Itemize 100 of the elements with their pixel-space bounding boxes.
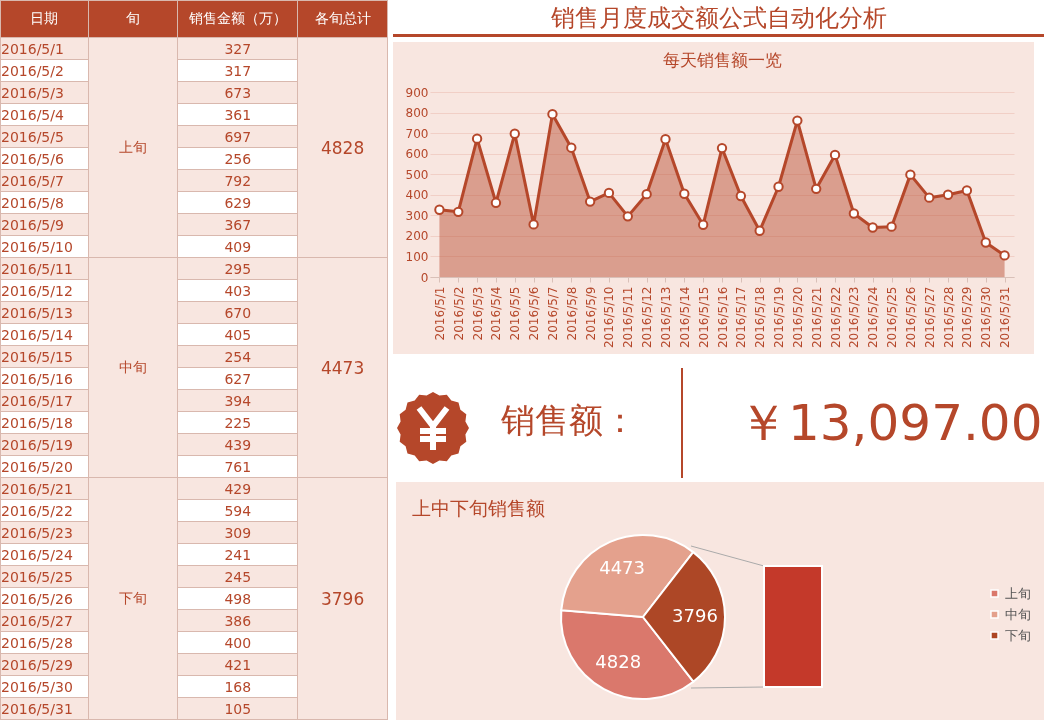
category-label: 2016/5/1 bbox=[0, 37, 89, 60]
x-tick-label: 2016/5/3 bbox=[470, 286, 485, 341]
point bbox=[528, 219, 539, 230]
data-label: 317 bbox=[177, 59, 298, 82]
text: 4473 bbox=[297, 257, 388, 478]
data-label: 4828 bbox=[595, 650, 642, 672]
data-label: 168 bbox=[177, 675, 298, 698]
point bbox=[660, 134, 671, 145]
data-label: 295 bbox=[177, 257, 298, 280]
data-label: 409 bbox=[177, 235, 298, 258]
data-label: 394 bbox=[177, 389, 298, 412]
category-label: 2016/5/6 bbox=[0, 147, 89, 170]
y-tick-label: 800 bbox=[405, 106, 429, 121]
x-tick-label: 2016/5/19 bbox=[772, 286, 787, 349]
y-tick-label: 300 bbox=[405, 208, 429, 223]
data-label: 4473 bbox=[599, 557, 645, 579]
category-label: 2016/5/11 bbox=[0, 257, 89, 280]
text: 各旬总计 bbox=[297, 0, 388, 38]
x-tick-label: 2016/5/2 bbox=[451, 286, 466, 341]
data-label: 439 bbox=[177, 433, 298, 456]
text: 中旬 bbox=[88, 257, 178, 478]
y-tick-label: 400 bbox=[405, 188, 429, 203]
data-label: 792 bbox=[177, 169, 298, 192]
category-label: 2016/5/21 bbox=[0, 477, 89, 500]
x-tick-label: 2016/5/14 bbox=[677, 286, 692, 349]
data-label: 670 bbox=[177, 301, 298, 324]
point bbox=[773, 181, 784, 192]
data-label: 673 bbox=[177, 81, 298, 104]
category-label: 2016/5/18 bbox=[0, 411, 89, 434]
point bbox=[490, 197, 502, 208]
point bbox=[603, 187, 615, 199]
chart-subtitle: 每天销售额一览 bbox=[662, 50, 782, 70]
x-tick-label: 2016/5/25 bbox=[885, 286, 900, 349]
category-label: 2016/5/5 bbox=[0, 125, 89, 148]
data-label: 3796 bbox=[672, 604, 718, 626]
category-label: 2016/5/19 bbox=[0, 433, 89, 456]
category-label: 2016/5/26 bbox=[0, 587, 89, 610]
x-tick-label: 2016/5/23 bbox=[847, 286, 862, 349]
x-tick-label: 2016/5/7 bbox=[545, 286, 560, 341]
point bbox=[697, 219, 709, 230]
text: 4828 bbox=[297, 37, 388, 258]
y-tick-label: 900 bbox=[405, 85, 429, 100]
point bbox=[641, 188, 652, 200]
data-label: 761 bbox=[177, 455, 298, 478]
point bbox=[905, 169, 916, 180]
category-label: 2016/5/25 bbox=[0, 565, 89, 588]
data-label: 367 bbox=[177, 213, 298, 236]
data-label: 254 bbox=[177, 345, 298, 368]
data-label: 405 bbox=[177, 323, 298, 346]
category-label: 2016/5/28 bbox=[0, 631, 89, 654]
point bbox=[584, 196, 596, 207]
x-tick-label: 2016/5/30 bbox=[979, 286, 994, 349]
y-tick-label: 200 bbox=[405, 229, 429, 244]
point bbox=[924, 192, 935, 203]
category-label: 2016/5/24 bbox=[0, 543, 89, 566]
data-label: 697 bbox=[177, 125, 298, 148]
x-tick-label: 2016/5/22 bbox=[828, 286, 843, 349]
category-label: 2016/5/29 bbox=[0, 653, 89, 676]
y-tick-label: 600 bbox=[405, 147, 429, 162]
x-tick-label: 2016/5/28 bbox=[941, 286, 956, 349]
point bbox=[792, 115, 803, 126]
text: 旬 bbox=[88, 0, 178, 38]
category-label: 2016/5/4 bbox=[0, 103, 89, 126]
data-label: 400 bbox=[177, 631, 298, 654]
x-tick-label: 2016/5/29 bbox=[960, 286, 975, 349]
x-tick-label: 2016/5/4 bbox=[489, 286, 504, 341]
x-tick-label: 2016/5/31 bbox=[998, 286, 1013, 349]
data-label: 256 bbox=[177, 147, 298, 170]
legend-label: 上旬 bbox=[1005, 585, 1031, 601]
point bbox=[509, 128, 520, 139]
data-label: 498 bbox=[177, 587, 298, 610]
point bbox=[999, 250, 1010, 261]
point bbox=[716, 142, 728, 154]
x-tick-label: 2016/5/17 bbox=[734, 286, 749, 349]
data-label: 386 bbox=[177, 609, 298, 632]
x-tick-label: 2016/5/12 bbox=[640, 286, 655, 349]
point bbox=[622, 211, 633, 222]
x-tick-label: 2016/5/11 bbox=[621, 286, 636, 349]
point bbox=[829, 149, 841, 161]
data-label: 361 bbox=[177, 103, 298, 126]
x-tick-label: 2016/5/9 bbox=[583, 286, 598, 341]
category-label: 2016/5/27 bbox=[0, 609, 89, 632]
data-label: 241 bbox=[177, 543, 298, 566]
category-label: 2016/5/9 bbox=[0, 213, 89, 236]
y-tick-label: 100 bbox=[405, 249, 429, 264]
data-label: 429 bbox=[177, 477, 298, 500]
point bbox=[886, 221, 897, 232]
text: 下旬 bbox=[88, 477, 178, 720]
point bbox=[471, 133, 483, 144]
point bbox=[867, 222, 878, 233]
category-label: 2016/5/23 bbox=[0, 521, 89, 544]
x-tick-label: 2016/5/13 bbox=[658, 286, 673, 349]
point bbox=[566, 142, 577, 153]
point bbox=[754, 225, 765, 236]
x-tick-label: 2016/5/24 bbox=[866, 286, 881, 349]
chart-title: 销售月度成交额公式自动化分析 bbox=[393, 0, 1044, 37]
data-label: 403 bbox=[177, 279, 298, 302]
x-tick-label: 2016/5/1 bbox=[432, 286, 447, 341]
category-label: 2016/5/20 bbox=[0, 455, 89, 478]
point bbox=[848, 208, 860, 219]
